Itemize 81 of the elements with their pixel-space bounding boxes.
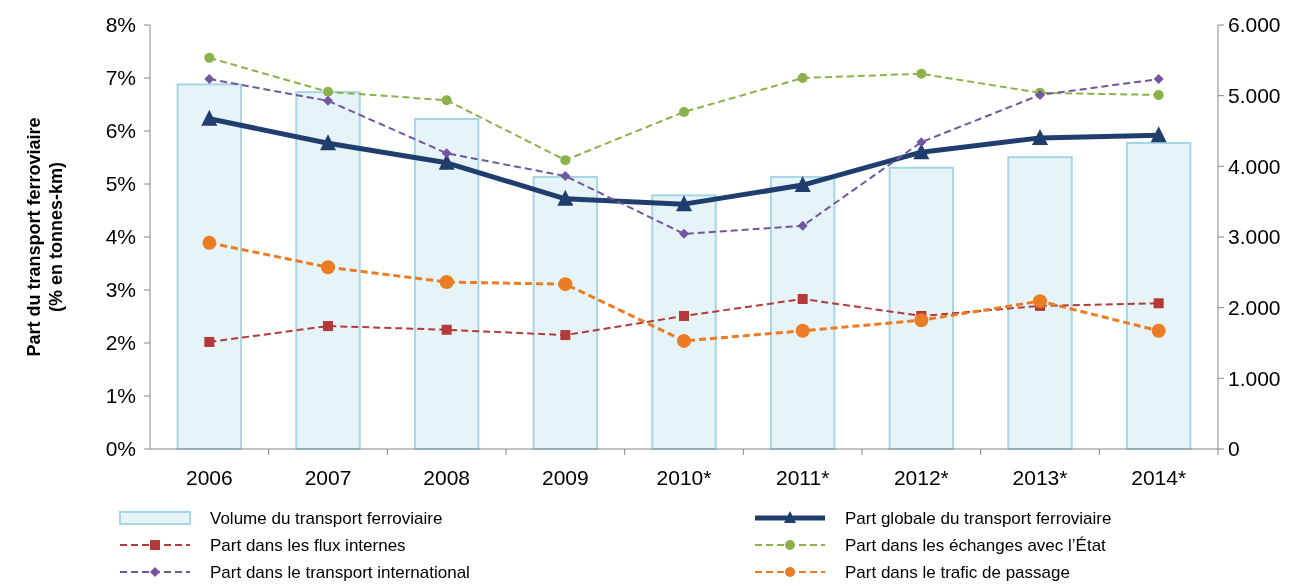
point — [558, 277, 573, 292]
point — [201, 109, 218, 126]
point — [320, 134, 336, 151]
legend-label: Part globale du transport ferroviaire — [845, 508, 1112, 528]
point — [677, 333, 691, 348]
legend-label: Volume du transport ferroviaire — [210, 508, 443, 528]
y-axis-title: Part du transport ferroviaire (% en tonnes-km) — [24, 117, 66, 357]
point — [1153, 89, 1164, 100]
y2-tick-label: 3.000 — [1228, 225, 1281, 249]
y-tick-label: 4% — [105, 225, 136, 249]
point — [557, 189, 574, 206]
point — [916, 137, 927, 148]
y-tick-label: 3% — [105, 278, 136, 302]
bar — [1125, 142, 1192, 450]
y-tick-label: 0% — [105, 437, 136, 461]
point — [560, 330, 571, 341]
x-tick-label: 2011* — [775, 466, 830, 489]
point — [797, 220, 808, 231]
y2-tick-label: 0 — [1228, 437, 1240, 461]
point — [441, 324, 452, 335]
x-tick-label: 2014* — [1131, 466, 1187, 489]
y-tick-label: 6% — [105, 119, 136, 143]
point — [439, 275, 454, 290]
x-tick-label: 2012* — [893, 466, 949, 489]
point — [794, 176, 811, 193]
point — [323, 321, 333, 332]
y2-tick-label: 2.000 — [1228, 296, 1281, 320]
bar — [295, 91, 361, 450]
point — [204, 336, 215, 347]
point — [1151, 323, 1166, 338]
point — [204, 74, 215, 85]
point — [916, 68, 927, 79]
y-tick-label: 8% — [105, 13, 136, 37]
point — [1150, 126, 1167, 143]
point — [321, 260, 335, 275]
bar — [532, 175, 599, 450]
y-tick-label: 5% — [105, 172, 136, 196]
point — [1153, 298, 1164, 309]
point — [323, 86, 333, 97]
legend-label: Part dans les flux internes — [210, 535, 406, 555]
point — [560, 171, 571, 182]
point — [679, 106, 689, 117]
point — [676, 195, 692, 212]
legend-label: Part dans les échanges avec l’État — [845, 535, 1107, 555]
bar — [769, 175, 836, 450]
bar — [413, 117, 480, 450]
x-tick-label: 2013* — [1012, 466, 1068, 489]
bar — [1007, 156, 1073, 450]
point — [1033, 294, 1047, 309]
point — [679, 310, 689, 321]
y-tick-label: 1% — [105, 384, 136, 408]
y-tick-label: 7% — [105, 66, 136, 90]
bar — [176, 83, 243, 450]
point — [1153, 74, 1164, 85]
x-tick-label: 2008 — [423, 466, 471, 489]
y2-tick-label: 1.000 — [1228, 366, 1281, 390]
point — [441, 148, 452, 159]
point — [679, 228, 689, 239]
bar — [888, 166, 955, 450]
bar — [651, 194, 717, 450]
x-tick-label: 2009 — [541, 466, 589, 489]
x-tick-label: 2007 — [304, 466, 352, 489]
point — [795, 323, 810, 338]
point — [913, 143, 930, 160]
y2-tick-label: 4.000 — [1228, 154, 1281, 178]
point — [560, 155, 571, 166]
y2-tick-label: 5.000 — [1228, 84, 1281, 108]
point — [797, 73, 808, 83]
y2-tick-label: 6.000 — [1228, 13, 1281, 37]
point — [202, 235, 217, 250]
legend-label: Part dans le trafic de passage — [845, 562, 1070, 582]
point — [204, 52, 215, 63]
y-tick-label: 2% — [105, 331, 136, 355]
x-tick-label: 2010* — [656, 466, 712, 489]
x-tick-label: 2006 — [185, 466, 233, 489]
point — [914, 313, 929, 328]
legend-label: Part dans le transport international — [210, 562, 470, 582]
point — [797, 294, 808, 305]
point — [1032, 128, 1048, 145]
point — [323, 95, 333, 106]
point — [441, 95, 452, 106]
